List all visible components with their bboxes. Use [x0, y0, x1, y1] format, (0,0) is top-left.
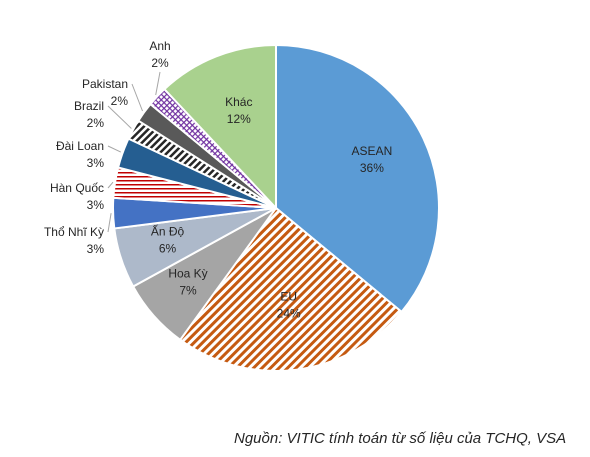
slice-label-2: EU — [280, 289, 297, 303]
slice-label-5: Thổ Nhĩ Kỳ — [44, 225, 104, 239]
slice-value-label-9: 2% — [111, 94, 129, 108]
slice-value-label-11: 12% — [227, 112, 251, 126]
slice-label-1: ASEAN — [352, 144, 393, 158]
leader-line-10 — [155, 71, 161, 96]
slice-label-9: Pakistan — [82, 77, 128, 91]
slice-label-6: Hàn Quốc — [50, 181, 104, 195]
slice-label-8: Brazil — [74, 99, 104, 113]
slice-value-label-10: 2% — [151, 56, 169, 70]
slice-value-label-5: 3% — [87, 242, 105, 256]
pie-slice-1 — [275, 43, 440, 314]
slice-label-4: Ấn Độ — [151, 223, 185, 238]
leader-line-7 — [107, 145, 122, 153]
slice-value-label-3: 7% — [179, 284, 197, 298]
leader-line-5 — [107, 213, 112, 233]
source-note: Nguồn: VITIC tính toán từ số liệu của TC… — [234, 430, 567, 447]
slice-label-11: Khác — [225, 95, 252, 109]
slice-value-label-4: 6% — [159, 241, 177, 255]
leader-line-9 — [131, 83, 143, 112]
slice-value-label-8: 2% — [87, 116, 105, 130]
slice-label-7: Đài Loan — [56, 139, 104, 153]
slice-value-label-1: 36% — [360, 161, 384, 175]
pie-slice-11 — [163, 43, 277, 211]
slice-value-label-2: 24% — [277, 306, 301, 320]
slice-label-10: Anh — [149, 39, 170, 53]
leader-line-6 — [107, 181, 114, 189]
pie-slice-2 — [178, 206, 403, 372]
leader-line-8 — [107, 105, 132, 129]
slice-value-label-7: 3% — [87, 156, 105, 170]
slice-label-3: Hoa Kỳ — [168, 267, 207, 281]
slice-value-label-6: 3% — [87, 198, 105, 212]
